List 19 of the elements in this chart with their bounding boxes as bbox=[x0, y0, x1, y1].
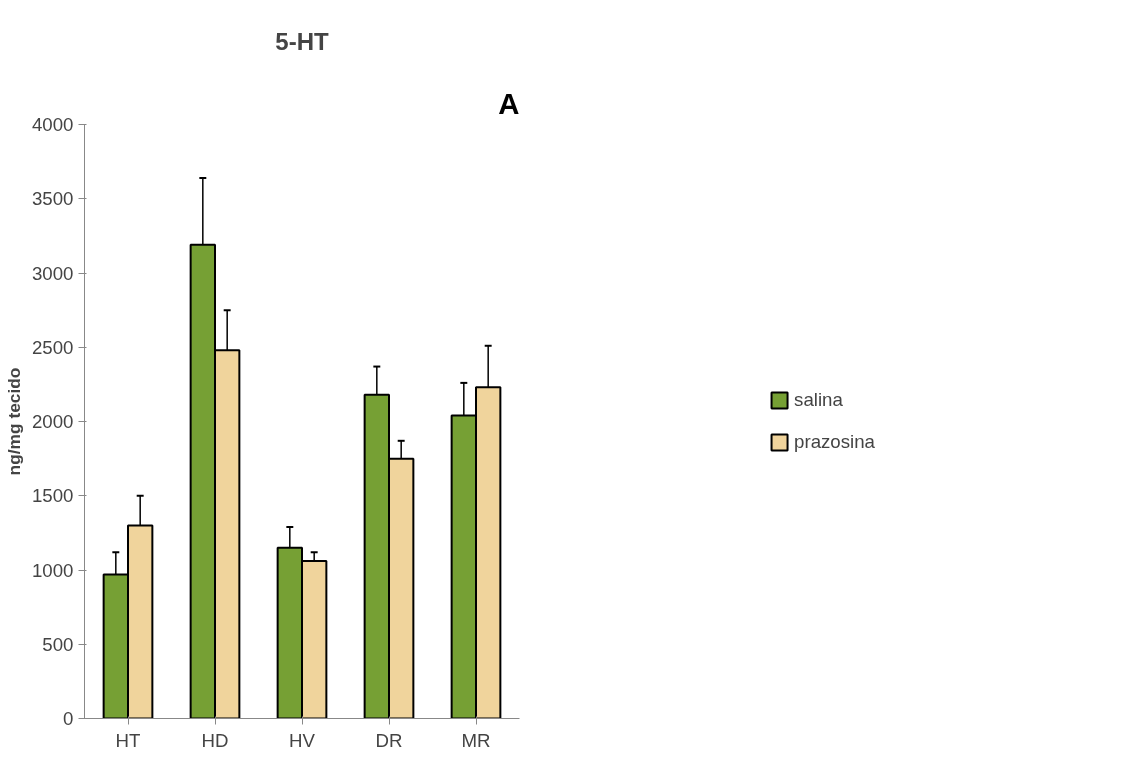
legend-label: prazosina bbox=[794, 431, 875, 453]
y-tick-label: 3500 bbox=[32, 188, 74, 210]
x-tick-label: HD bbox=[201, 729, 229, 751]
text: A bbox=[498, 86, 520, 120]
y-tick-label: 1000 bbox=[32, 559, 74, 581]
x-tick-label: DR bbox=[375, 729, 403, 751]
x-tick-label: HT bbox=[115, 729, 141, 751]
y-tick-label: 4000 bbox=[32, 114, 74, 135]
y-tick-label: 0 bbox=[63, 708, 74, 729]
x-tick-label: HV bbox=[289, 729, 316, 751]
y-tick-label: 2000 bbox=[32, 411, 74, 432]
y-axis-title: ng/mg tecido bbox=[4, 367, 24, 476]
y-tick-label: 2500 bbox=[32, 336, 74, 358]
legend-label: salina bbox=[794, 389, 843, 411]
y-tick-label: 500 bbox=[42, 633, 74, 655]
chart-title: 5-HT bbox=[275, 27, 330, 55]
y-tick-label: 1500 bbox=[32, 485, 74, 507]
x-tick-label: MR bbox=[461, 729, 491, 751]
y-tick-label: 3000 bbox=[32, 262, 74, 284]
